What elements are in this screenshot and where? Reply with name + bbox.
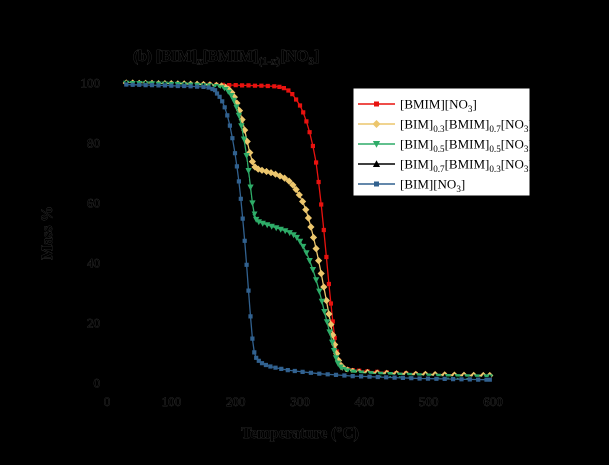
legend-box	[352, 87, 531, 197]
y-tick-label: 80	[87, 136, 100, 151]
legend-swatch-marker	[372, 160, 381, 167]
legend-item-2: [BIM]0.5[BMIM]0.5[NO3]	[358, 137, 533, 155]
x-tick-label: 600	[483, 394, 503, 409]
y-tick-label: 40	[87, 256, 100, 271]
legend-item-1: [BIM]0.3[BMIM]0.7[NO3]	[358, 117, 533, 135]
y-tick-label: 0	[94, 376, 101, 391]
x-tick-label: 200	[226, 394, 246, 409]
legend-item-4: [BIM][NO3]	[358, 177, 465, 195]
legend-label: [BIM]0.5[BMIM]0.5[NO3]	[400, 137, 533, 155]
x-tick-label: 300	[290, 394, 310, 409]
chart-title: (b) [BIM]x[BMIM](1-x)[NO3]	[133, 48, 319, 68]
legend-swatch-marker	[372, 120, 381, 128]
legend-label: [BIM]0.3[BMIM]0.7[NO3]	[400, 117, 533, 135]
axes	[101, 78, 530, 389]
x-axis-label: Temperature (°C)	[241, 425, 359, 442]
x-tick-label: 0	[104, 394, 111, 409]
tick-labels: 0 100 200 300 400 500 600 0 20 40 60 80 100	[80, 75, 503, 409]
y-axis-label: Mass %	[39, 206, 56, 260]
x-tick-label: 100	[162, 394, 182, 409]
legend: [BMIM][NO3] [BIM]0.3[BMIM]0.7[NO3] [BIM]0.…	[352, 87, 533, 197]
legend-swatch-marker	[374, 181, 379, 187]
x-tick-label: 500	[419, 394, 439, 409]
y-tick-label: 60	[87, 196, 100, 211]
legend-item-3: [BIM]0.7[BMIM]0.3[NO3]	[358, 157, 533, 175]
legend-item-0: [BMIM][NO3]	[358, 97, 477, 115]
legend-swatch-marker	[374, 101, 379, 107]
y-tick-label: 100	[81, 76, 101, 91]
series-4	[124, 82, 492, 382]
legend-label: [BIM]0.7[BMIM]0.3[NO3]	[400, 157, 533, 175]
legend-label: [BIM][NO3]	[400, 177, 465, 195]
legend-label: [BMIM][NO3]	[400, 97, 477, 115]
y-tick-label: 20	[87, 316, 100, 331]
legend-swatch-marker	[372, 141, 381, 148]
x-tick-label: 400	[355, 394, 375, 409]
